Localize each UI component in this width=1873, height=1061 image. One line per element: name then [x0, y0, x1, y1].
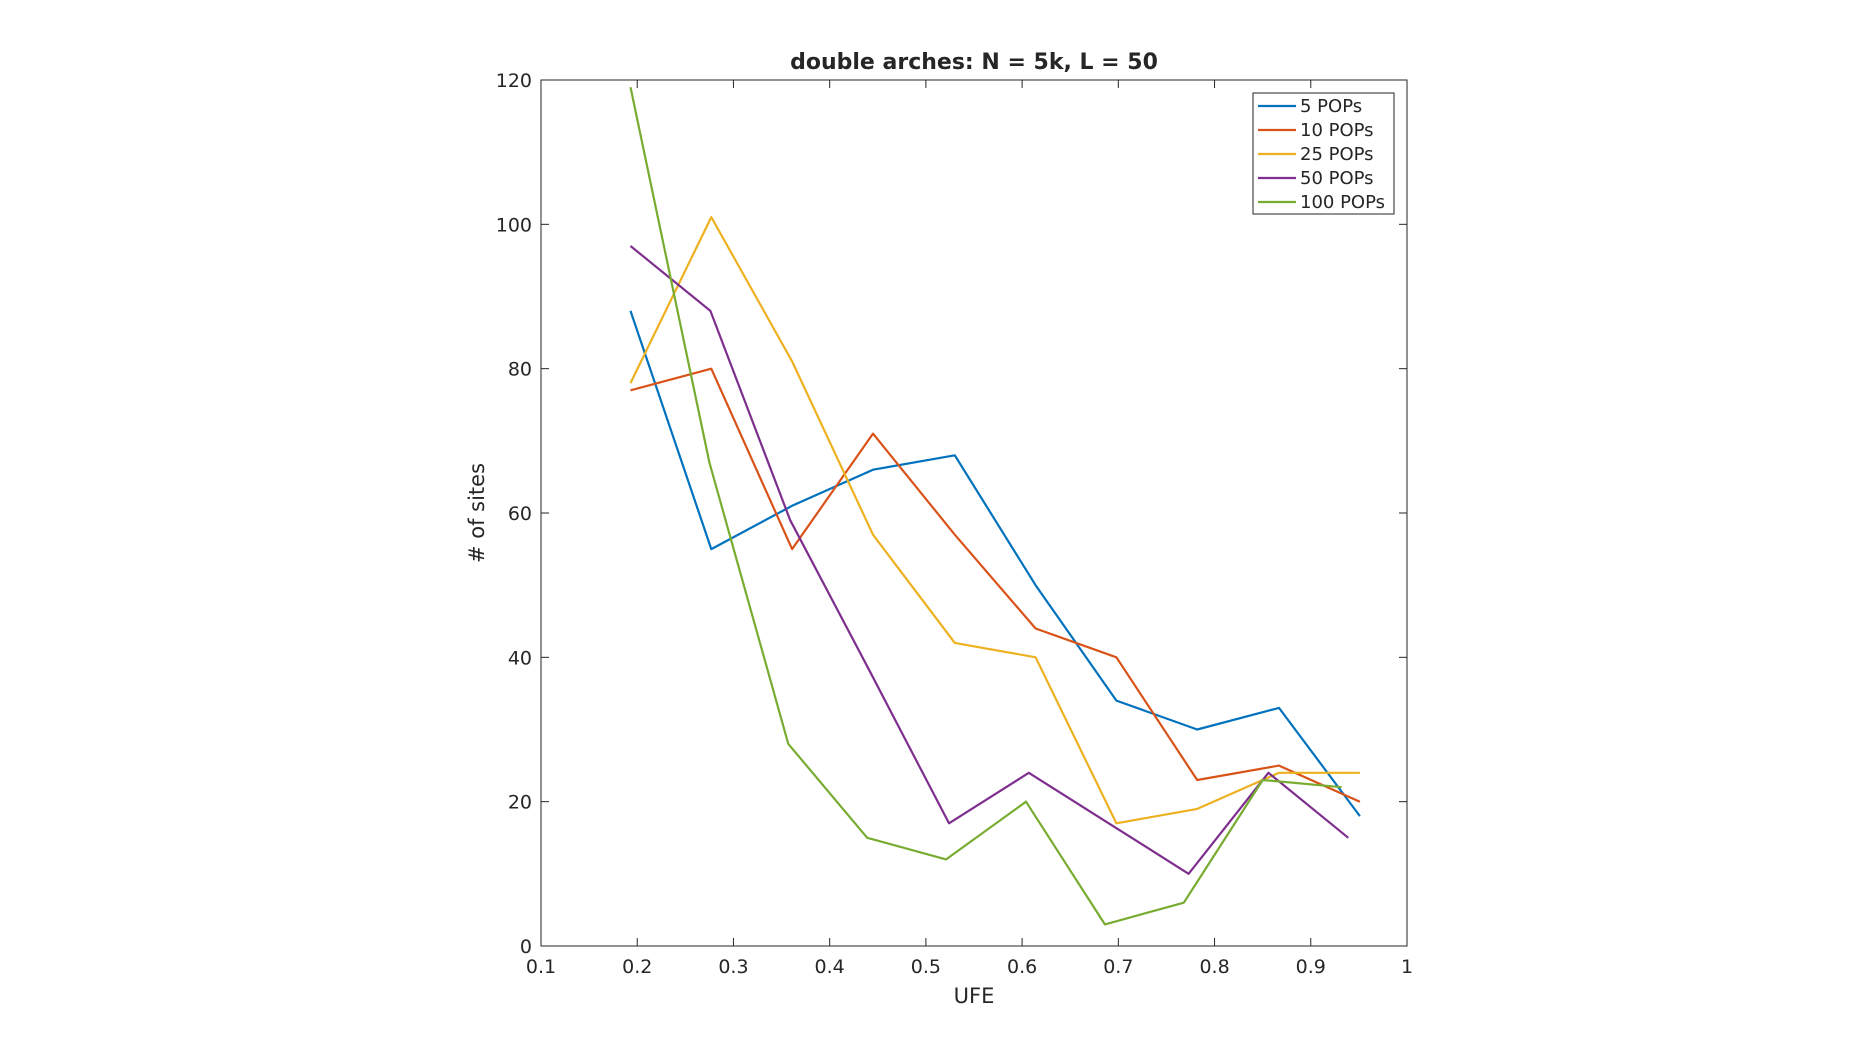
y-tick-label: 120: [496, 70, 532, 92]
x-tick-label: 0.2: [622, 956, 652, 978]
x-tick-label: 0.1: [526, 956, 556, 978]
y-tick-label: 80: [508, 359, 532, 381]
legend: 5 POPs 10 POPs 25 POPs 50 POPs 100 POPs: [1252, 92, 1395, 215]
legend-label: 100 POPs: [1300, 192, 1385, 213]
series-line-25-pops: [629, 216, 1360, 825]
y-tick-label: 0: [520, 936, 532, 958]
x-axis-label: UFE: [954, 984, 995, 1008]
y-tick-label: 60: [508, 503, 532, 525]
x-tick-label: 0.6: [1007, 956, 1037, 978]
y-tick-label: 100: [496, 214, 532, 236]
x-tick-label: 1: [1401, 956, 1413, 978]
series-line-10-pops: [630, 367, 1361, 803]
x-tick-label: 0.7: [1103, 956, 1133, 978]
series-line-5-pops: [629, 310, 1361, 817]
y-tick-label: 40: [508, 647, 532, 669]
x-tick-label: 0.4: [815, 956, 845, 978]
y-axis: 0 20 40 60 80 100 120: [496, 70, 1407, 958]
chart-title: double arches: N = 5k, L = 50: [790, 50, 1158, 75]
series-line-50-pops: [629, 245, 1349, 875]
legend-label: 5 POPs: [1300, 96, 1362, 117]
x-tick-label: 0.3: [718, 956, 748, 978]
series-group: [629, 86, 1361, 926]
x-axis: 0.1 0.2 0.3 0.4 0.5 0.6 0.7 0.8 0.9 1: [526, 80, 1413, 978]
legend-label: 10 POPs: [1300, 120, 1374, 141]
y-tick-label: 20: [508, 792, 532, 814]
x-tick-label: 0.9: [1296, 956, 1326, 978]
x-tick-label: 0.5: [911, 956, 941, 978]
legend-label: 25 POPs: [1300, 144, 1374, 165]
y-axis-label: # of sites: [465, 463, 489, 563]
series-line-100-pops: [629, 86, 1342, 926]
x-tick-label: 0.8: [1199, 956, 1229, 978]
legend-label: 50 POPs: [1300, 168, 1374, 189]
plot-area: [540, 79, 1408, 947]
